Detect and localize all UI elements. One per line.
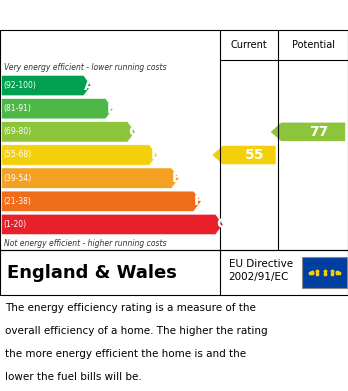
Text: E: E [172,171,182,185]
Text: (81-91): (81-91) [3,104,31,113]
Text: Energy Efficiency Rating: Energy Efficiency Rating [9,7,219,23]
Polygon shape [1,99,113,119]
Text: EU Directive
2002/91/EC: EU Directive 2002/91/EC [229,259,293,282]
Text: A: A [84,79,95,93]
Text: G: G [216,217,228,231]
Text: B: B [106,102,117,116]
Text: (39-54): (39-54) [3,174,32,183]
Text: F: F [194,194,204,208]
Text: Not energy efficient - higher running costs: Not energy efficient - higher running co… [4,239,167,248]
Text: the more energy efficient the home is and the: the more energy efficient the home is an… [5,349,246,359]
Text: overall efficiency of a home. The higher the rating: overall efficiency of a home. The higher… [5,326,268,336]
Text: (1-20): (1-20) [3,220,26,229]
Polygon shape [1,145,157,165]
Bar [302,257,347,288]
Polygon shape [1,191,201,212]
Polygon shape [271,123,345,141]
Text: lower the fuel bills will be.: lower the fuel bills will be. [5,372,142,382]
Text: (69-80): (69-80) [3,127,32,136]
Text: Very energy efficient - lower running costs: Very energy efficient - lower running co… [4,63,167,72]
Polygon shape [1,122,135,142]
Text: Potential: Potential [292,40,335,50]
Text: Current: Current [231,40,268,50]
Text: England & Wales: England & Wales [7,264,177,282]
Text: 55: 55 [245,148,264,162]
Polygon shape [1,75,91,96]
Polygon shape [212,146,276,164]
Text: (21-38): (21-38) [3,197,31,206]
Polygon shape [1,214,223,235]
Polygon shape [1,168,179,188]
Text: 77: 77 [309,125,328,139]
Text: The energy efficiency rating is a measure of the: The energy efficiency rating is a measur… [5,303,256,313]
Text: D: D [150,148,162,162]
Text: C: C [128,125,139,139]
Text: (92-100): (92-100) [3,81,36,90]
Text: (55-68): (55-68) [3,151,32,160]
